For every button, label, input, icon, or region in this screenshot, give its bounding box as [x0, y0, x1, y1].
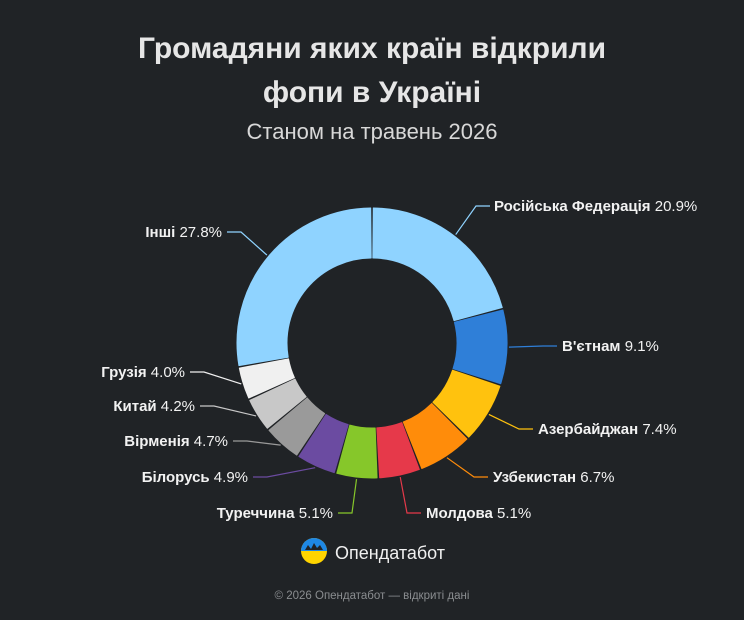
slice-білорусь — [298, 413, 349, 474]
slice-label-name: Молдова — [426, 505, 494, 522]
leader-line-туреччина — [338, 479, 358, 514]
leader-line-китай — [200, 405, 257, 417]
slice-label-value: 20.9% — [651, 198, 698, 215]
brand-name: Опендатабот — [335, 542, 446, 563]
slice-label-name: Грузія — [101, 364, 146, 381]
leader-line-азербайджан — [488, 413, 533, 430]
slice-label-name: Азербайджан — [538, 421, 638, 438]
leader-line-грузія — [190, 371, 242, 385]
slice-російська-федерація — [372, 207, 503, 322]
slice-label-в-єтнам: В'єтнам 9.1% — [562, 338, 659, 355]
slice-label-туреччина: Туреччина 5.1% — [217, 505, 333, 522]
leader-line-вірменія — [233, 440, 281, 446]
slice-label-value: 6.7% — [576, 469, 614, 486]
slice-туреччина — [336, 424, 378, 479]
chart-subtitle: Станом на травень 2026 — [246, 119, 498, 144]
slice-узбекистан — [402, 402, 468, 469]
slice-label-value: 5.1% — [295, 505, 333, 522]
slice-label-name: Вірменія — [124, 433, 189, 450]
leader-line-інші — [227, 231, 268, 256]
slice-label-value: 4.9% — [210, 469, 248, 486]
brand: Опендатабот — [299, 536, 446, 571]
slice-label-value: 27.8% — [175, 224, 222, 241]
slice-label-вірменія: Вірменія 4.7% — [124, 433, 228, 450]
slice-китай — [249, 378, 307, 429]
leader-line-молдова — [399, 476, 421, 514]
slice-label-value: 9.1% — [621, 338, 659, 355]
slice-label-білорусь: Білорусь 4.9% — [142, 469, 248, 486]
leader-line-білорусь — [253, 467, 316, 478]
footer-copyright: © 2026 Опендатабот — відкриті дані — [274, 590, 470, 602]
slice-label-молдова: Молдова 5.1% — [426, 505, 531, 522]
label-leader-lines — [190, 205, 557, 514]
slice-label-азербайджан: Азербайджан 7.4% — [538, 421, 677, 438]
slice-грузія — [238, 358, 295, 399]
slice-молдова — [376, 422, 420, 479]
slice-label-value: 4.7% — [190, 433, 228, 450]
slice-label-інші: Інші 27.8% — [145, 224, 222, 241]
slice-label-name: Узбекистан — [493, 469, 576, 486]
slice-вірменія — [268, 397, 326, 456]
slice-label-value: 4.0% — [147, 364, 185, 381]
slice-label-value: 5.1% — [493, 505, 531, 522]
slice-label-грузія: Грузія 4.0% — [101, 364, 185, 381]
slice-label-name: Інші — [145, 224, 175, 241]
leader-line-в-єтнам — [508, 345, 557, 348]
slice-label-name: В'єтнам — [562, 338, 621, 355]
slice-в-єтнам — [452, 309, 508, 385]
slice-label-російська-федерація: Російська Федерація 20.9% — [494, 198, 697, 215]
leader-line-узбекистан — [446, 457, 488, 478]
slice-label-китай: Китай 4.2% — [113, 398, 195, 415]
slice-label-name: Туреччина — [217, 505, 296, 522]
slice-label-name: Китай — [113, 398, 156, 415]
slice-label-value: 7.4% — [638, 421, 676, 438]
chart-title-line-1: Громадяни яких країн відкрили — [137, 32, 607, 65]
slice-label-name: Білорусь — [142, 469, 210, 486]
donut-slices — [236, 207, 508, 479]
slice-азербайджан — [432, 369, 501, 438]
slice-інші — [236, 207, 372, 367]
slice-labels: Російська Федерація 20.9% В'єтнам 9.1% Азе… — [101, 198, 697, 522]
leader-line-російська-федерація — [455, 205, 490, 235]
slice-label-name: Російська Федерація — [494, 198, 651, 215]
slice-label-value: 4.2% — [157, 398, 195, 415]
chart-title-line-2: фопи в Україні — [262, 76, 482, 109]
slice-label-узбекистан: Узбекистан 6.7% — [493, 469, 614, 486]
opendatabot-logo-icon — [299, 536, 329, 571]
